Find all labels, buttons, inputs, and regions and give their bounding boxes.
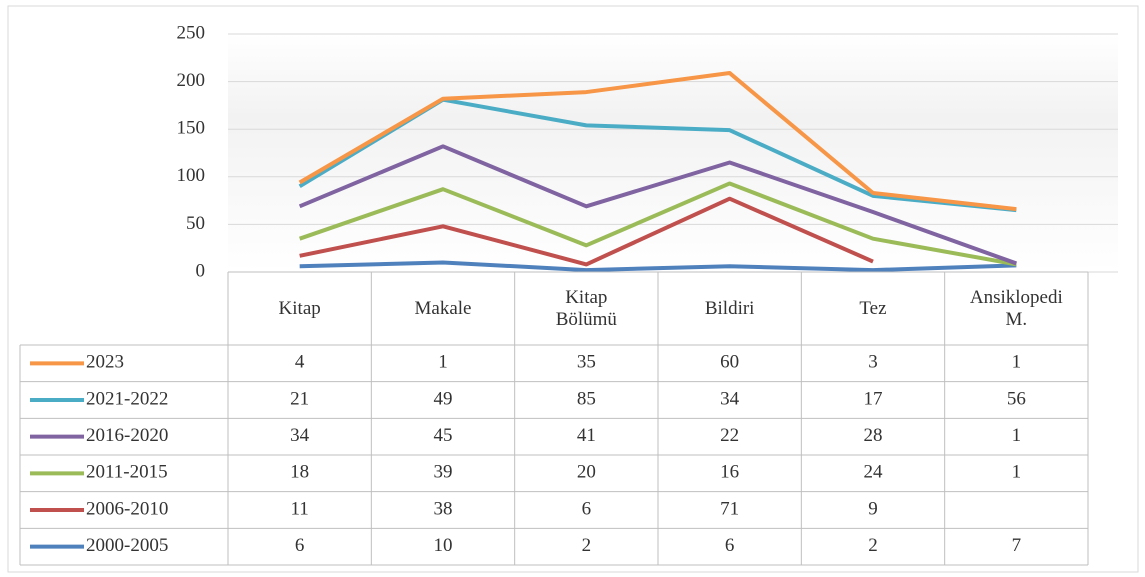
category-text: Bildiri [704,297,755,319]
table-value: 1 [1012,462,1022,483]
table-value: 39 [434,462,453,483]
table-value: 56 [1007,388,1026,409]
table-value: 21 [290,388,309,409]
table-value: 38 [434,498,453,519]
series-line [298,144,1018,266]
series-line [299,260,1017,273]
y-tick-label: 0 [196,260,206,281]
table-value: 10 [434,535,453,556]
table-value: 16 [720,462,739,483]
plot-area [228,34,1118,272]
table-value: 1 [1012,425,1022,446]
series-line [298,71,1017,212]
legend-label: 2016-2020 [86,425,168,446]
legend-label: 2011-2015 [86,462,168,483]
category-label: Kitap Bölümü [515,272,658,345]
y-tick-label: 250 [177,22,206,43]
table-value: 35 [577,352,596,373]
table-value: 1 [1012,352,1022,373]
y-tick-label: 50 [186,213,205,234]
legend-label: 2006-2010 [86,498,168,519]
table-value: 11 [291,498,309,519]
table-value: 2 [868,535,878,556]
table-value: 2 [582,535,592,556]
series-line [299,181,1017,267]
category-text: Tez [859,297,887,319]
y-tick-label: 100 [177,165,206,186]
table-value: 6 [582,498,592,519]
table-value: 71 [720,498,739,519]
table-value: 60 [720,352,739,373]
table-value: 18 [290,462,309,483]
table-value: 7 [1012,535,1022,556]
table-value: 85 [577,388,596,409]
table-value: 45 [434,425,453,446]
table-value: 28 [864,425,883,446]
category-label: Tez [801,272,944,345]
category-text: Kitap [278,297,321,319]
table-value: 34 [290,425,310,446]
category-text: Ansiklopedi M. [969,286,1063,330]
legend-label: 2023 [86,352,124,373]
table-value: 9 [868,498,878,519]
y-tick-label: 150 [177,118,206,139]
legend-label: 2021-2022 [86,388,168,409]
table-value: 17 [864,388,883,409]
category-label: Ansiklopedi M. [945,272,1088,345]
category-label: Bildiri [658,272,801,345]
table-value: 20 [577,462,596,483]
table-value: 1 [438,352,448,373]
legend-label: 2000-2005 [86,535,168,556]
category-text: Makale [414,297,472,319]
table-value: 24 [864,462,884,483]
category-label: Kitap [228,272,371,345]
series-line [299,196,874,267]
category-text: Kitap Bölümü [555,286,617,330]
table-value: 34 [720,388,740,409]
table-value: 4 [295,352,305,373]
table-value: 41 [577,425,596,446]
table-value: 22 [720,425,739,446]
table-value: 6 [725,535,735,556]
y-tick-label: 200 [177,70,206,91]
table-value: 3 [868,352,878,373]
table-value: 6 [295,535,305,556]
table-value: 49 [434,388,453,409]
category-label: Makale [371,272,514,345]
